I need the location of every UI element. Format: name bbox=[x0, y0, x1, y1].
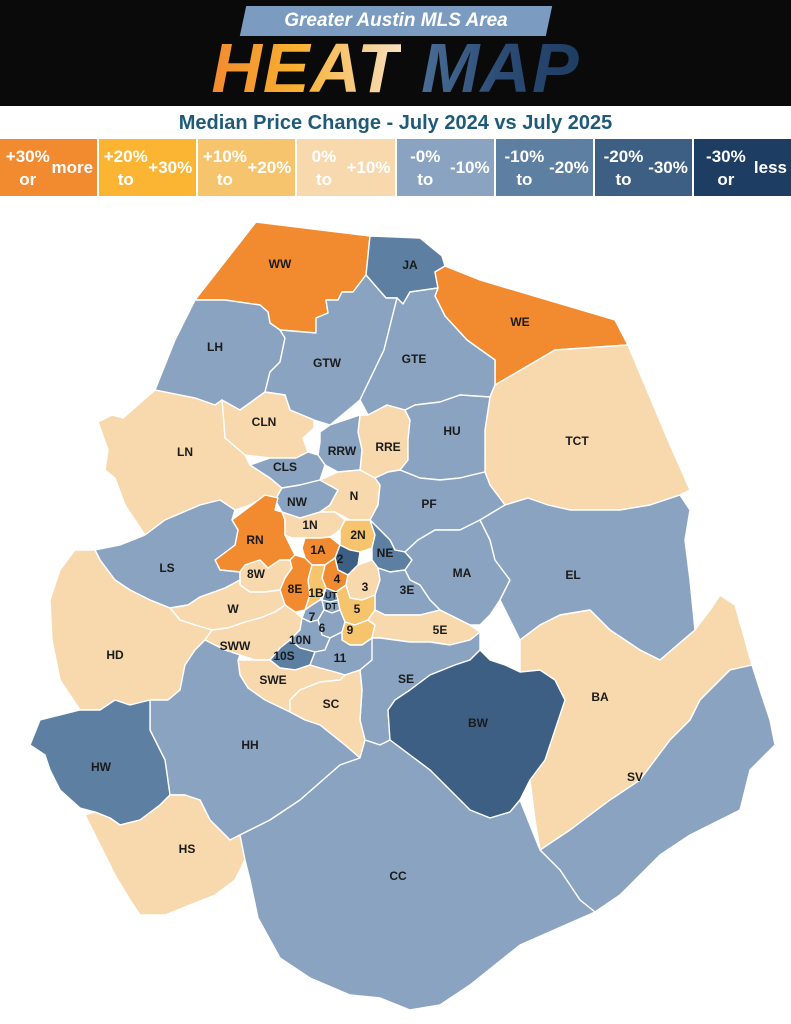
map-area-label: GTW bbox=[313, 356, 342, 370]
map-area-label: SWE bbox=[259, 673, 286, 687]
legend-label: -10% bbox=[449, 158, 490, 177]
map-area-label: 8E bbox=[288, 582, 303, 596]
map-area-cln bbox=[221, 391, 315, 459]
map-area-label: SWW bbox=[220, 639, 251, 653]
map-area-label: DT bbox=[325, 601, 337, 611]
map-area-label: 4 bbox=[334, 572, 341, 586]
map-area-label: 1B bbox=[308, 586, 324, 600]
map-area-label: WW bbox=[269, 257, 292, 271]
map-area-label: 8W bbox=[247, 567, 266, 581]
legend-item: 0% to +10% bbox=[297, 139, 397, 196]
map-area-label: 11 bbox=[334, 651, 347, 665]
chart-heading: Median Price Change - July 2024 vs July … bbox=[178, 112, 613, 134]
title-word-map: MAP bbox=[421, 29, 580, 107]
map-area-label: RRE bbox=[375, 440, 400, 454]
map-area-2n bbox=[339, 519, 376, 553]
map-area-label: 5E bbox=[433, 623, 448, 637]
map-area-label: CLS bbox=[273, 460, 297, 474]
legend-label: -20% bbox=[549, 158, 589, 177]
legend-item: -10% to -20% bbox=[495, 139, 595, 196]
map-area-label: HS bbox=[179, 842, 196, 856]
map-area-label: 3E bbox=[400, 583, 415, 597]
map-area-label: HU bbox=[443, 424, 460, 438]
heat-map: WW JA WE LH GTW GTE TCT CLN LN RRE RRW HU CLS NW N PF RN… bbox=[0, 196, 791, 1024]
map-area-sv bbox=[539, 664, 776, 913]
map-area-label: UT bbox=[325, 590, 337, 600]
legend-label: +30% bbox=[148, 158, 193, 177]
map-area-label: PF bbox=[421, 497, 436, 511]
color-legend: +30% or more +20% to +30% +10% to +20% 0% to +1… bbox=[0, 139, 791, 196]
map-area-label: 1N bbox=[302, 518, 317, 532]
map-subtitle: Greater Austin MLS Area bbox=[284, 10, 508, 31]
heat-map-svg: WW JA WE LH GTW GTE TCT CLN LN RRE RRW HU CLS NW N PF RN… bbox=[29, 221, 776, 1011]
map-area-label: CC bbox=[389, 869, 407, 883]
legend-label: -0% to bbox=[410, 146, 441, 189]
map-area-label: NE bbox=[377, 546, 394, 560]
legend-item: +10% to +20% bbox=[198, 139, 298, 196]
map-area-label: TCT bbox=[565, 434, 589, 448]
map-area-label: LS bbox=[159, 561, 174, 575]
map-area-label: 3 bbox=[362, 580, 369, 594]
map-area-label: SC bbox=[323, 697, 340, 711]
map-area-label: LN bbox=[177, 445, 193, 459]
map-area-label: 9 bbox=[347, 623, 354, 637]
map-area-label: 10S bbox=[273, 649, 294, 663]
map-area-label: HW bbox=[91, 760, 112, 774]
legend-item: +30% or more bbox=[0, 139, 100, 196]
map-area-label: NW bbox=[287, 495, 308, 509]
map-area-label: HD bbox=[106, 648, 124, 662]
legend-label: -30% bbox=[648, 158, 688, 177]
legend-item: +20% to +30% bbox=[99, 139, 199, 196]
map-area-label: 5 bbox=[354, 602, 361, 616]
legend-item: -30% or less bbox=[693, 139, 791, 196]
map-area-label: RRW bbox=[328, 444, 357, 458]
map-area-label: 2N bbox=[350, 528, 365, 542]
legend-label: +20% bbox=[247, 158, 292, 177]
map-area-label: BW bbox=[468, 716, 489, 730]
map-area-label: MA bbox=[453, 566, 472, 580]
legend-label: +20% to bbox=[103, 146, 148, 189]
map-area-label: 6 bbox=[319, 621, 326, 635]
header-banner: Greater Austin MLS Area HEAT MAP bbox=[0, 0, 791, 106]
legend-label: -20% to bbox=[603, 146, 644, 189]
map-area-label: JA bbox=[402, 258, 418, 272]
legend-label: more bbox=[51, 158, 94, 177]
title-word-heat: HEAT bbox=[211, 29, 401, 107]
legend-item: -20% to -30% bbox=[594, 139, 694, 196]
map-area-label: LH bbox=[207, 340, 223, 354]
map-area-label: SE bbox=[398, 672, 414, 686]
map-area-label: EL bbox=[565, 568, 580, 582]
map-area-label: RN bbox=[246, 533, 263, 547]
legend-label: less bbox=[753, 158, 787, 177]
map-area-cc bbox=[239, 739, 596, 1011]
map-area-label: SV bbox=[627, 770, 643, 784]
map-area-label: N bbox=[350, 489, 359, 503]
map-area-label: W bbox=[227, 602, 239, 616]
map-area-label: HH bbox=[241, 738, 258, 752]
legend-label: +10% bbox=[346, 158, 391, 177]
map-area-label: WE bbox=[510, 315, 529, 329]
map-title: HEAT MAP bbox=[0, 30, 791, 106]
map-area-cls bbox=[249, 451, 326, 489]
map-area-label: 7 bbox=[309, 610, 316, 624]
map-area-label: 2 bbox=[337, 552, 344, 566]
map-area-label: GTE bbox=[402, 352, 427, 366]
map-area-label: 1A bbox=[310, 543, 326, 557]
legend-label: -10% to bbox=[504, 146, 545, 189]
legend-label: -30% or bbox=[706, 146, 746, 189]
legend-label: +10% to bbox=[202, 146, 247, 189]
map-area-label: CLN bbox=[252, 415, 277, 429]
legend-item: -0% to -10% bbox=[396, 139, 496, 196]
map-area-label: 10N bbox=[289, 633, 311, 647]
map-area-label: BA bbox=[591, 690, 609, 704]
legend-label: +30% or bbox=[5, 146, 50, 189]
legend-label: 0% to bbox=[311, 146, 337, 189]
